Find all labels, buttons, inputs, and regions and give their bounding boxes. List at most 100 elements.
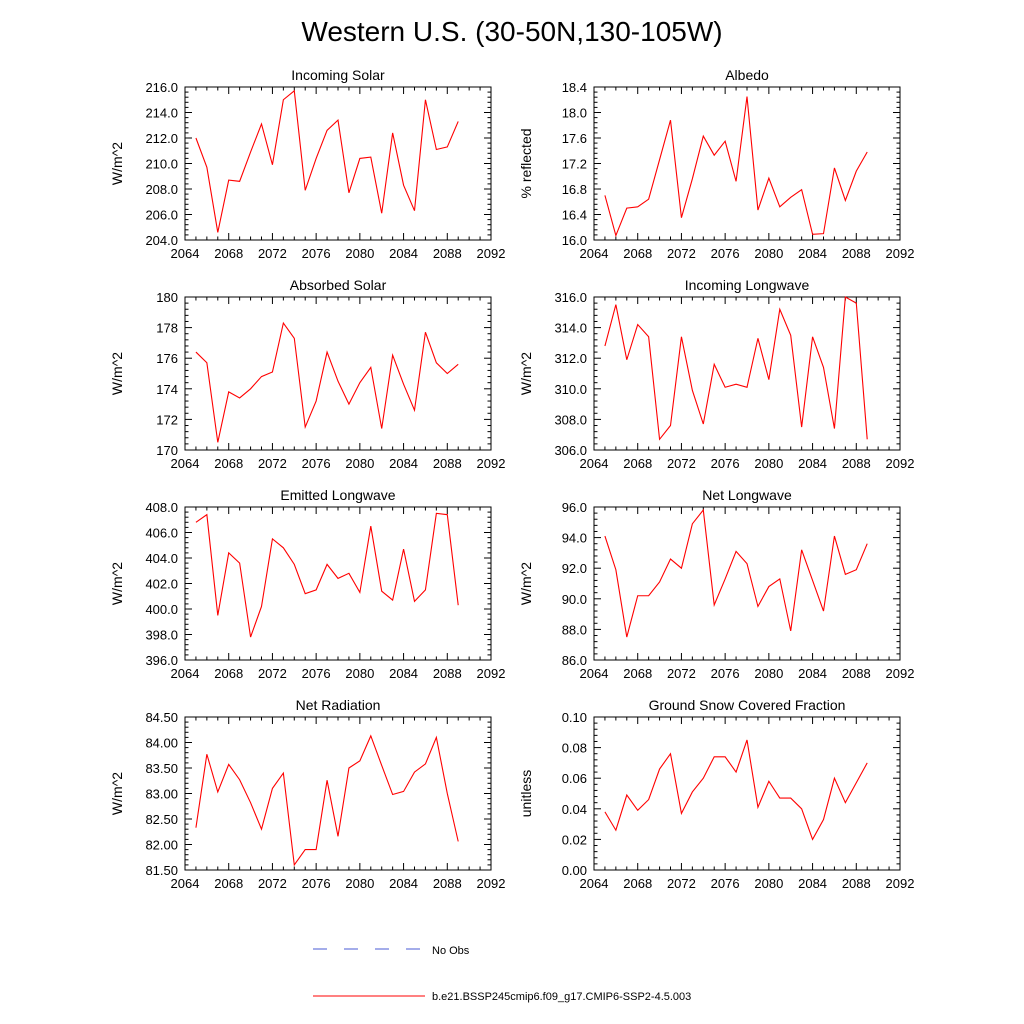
y-tick-label: 0.08 [562, 741, 587, 756]
y-tick-label: 0.04 [562, 802, 587, 817]
y-tick-label: 178 [156, 321, 178, 336]
y-axis-label: W/m^2 [109, 142, 125, 185]
x-tick-label: 2076 [302, 876, 331, 891]
y-tick-label: 176 [156, 351, 178, 366]
x-tick-label: 2068 [214, 246, 243, 261]
y-tick-label: 16.0 [562, 233, 587, 248]
x-ticks [593, 507, 901, 660]
y-tick-label: 17.2 [562, 157, 587, 172]
y-tick-label: 90.0 [562, 592, 587, 607]
x-tick-label: 2064 [171, 246, 200, 261]
y-axis-label: W/m^2 [518, 562, 534, 605]
x-tick-label: 2068 [214, 666, 243, 681]
x-tick-label: 2092 [477, 666, 506, 681]
y-tick-label: 92.0 [562, 561, 587, 576]
plot-frame [184, 716, 492, 871]
panel-3: Absorbed Solar W/m^2 2064 2068 2072 2076 2080 2… [109, 277, 505, 471]
series-line [604, 96, 868, 238]
y-tick-label: 86.0 [562, 653, 587, 668]
x-tick-label: 2068 [214, 876, 243, 891]
panel-4: Incoming Longwave W/m^2 2064 2068 2072 2076 20… [518, 277, 914, 471]
y-tick-label: 180 [156, 290, 178, 305]
y-ticks [185, 716, 491, 871]
y-tick-label: 96.0 [562, 500, 587, 515]
x-tick-label: 2080 [754, 456, 783, 471]
x-tick-label: 2088 [842, 456, 871, 471]
y-tick-label: 16.4 [562, 208, 587, 223]
y-tick-label: 312.0 [554, 351, 587, 366]
y-tick-label: 398.0 [145, 628, 178, 643]
y-tick-label: 174 [156, 382, 178, 397]
x-tick-label: 2072 [667, 246, 696, 261]
plot-frame [593, 86, 901, 241]
x-tick-label: 2084 [798, 246, 827, 261]
series-line [604, 739, 868, 841]
x-tick-label: 2084 [389, 666, 418, 681]
series-line [195, 321, 459, 443]
plot-frame [184, 506, 492, 661]
panel-title: Incoming Solar [291, 67, 385, 83]
y-tick-label: 84.50 [145, 710, 178, 725]
y-tick-label: 210.0 [145, 157, 178, 172]
x-tick-label: 2092 [477, 246, 506, 261]
x-tick-label: 2080 [754, 876, 783, 891]
y-tick-label: 82.50 [145, 812, 178, 827]
x-tick-label: 2076 [711, 456, 740, 471]
x-ticks [184, 717, 492, 870]
panel-8: Ground Snow Covered Fraction unitless 2064… [518, 697, 914, 891]
series-line [195, 734, 459, 867]
panel-title: Albedo [725, 67, 769, 83]
x-tick-label: 2072 [667, 456, 696, 471]
x-tick-label: 2068 [623, 456, 652, 471]
x-ticks [184, 297, 492, 450]
x-ticks [593, 87, 901, 240]
x-tick-label: 2088 [433, 456, 462, 471]
x-tick-label: 2084 [389, 456, 418, 471]
y-tick-label: 214.0 [145, 106, 178, 121]
y-tick-label: 308.0 [554, 412, 587, 427]
x-tick-label: 2072 [258, 246, 287, 261]
x-tick-label: 2088 [842, 246, 871, 261]
x-tick-label: 2072 [667, 876, 696, 891]
x-tick-label: 2080 [345, 246, 374, 261]
y-ticks [185, 296, 491, 451]
y-tick-label: 396.0 [145, 653, 178, 668]
y-ticks [185, 506, 491, 661]
x-tick-label: 2092 [886, 876, 915, 891]
y-tick-label: 83.50 [145, 761, 178, 776]
panel-title: Net Radiation [296, 697, 381, 713]
x-tick-label: 2080 [754, 246, 783, 261]
x-tick-label: 2064 [171, 666, 200, 681]
y-tick-label: 0.10 [562, 710, 587, 725]
x-tick-label: 2080 [345, 876, 374, 891]
y-tick-label: 406.0 [145, 526, 178, 541]
x-tick-label: 2064 [580, 666, 609, 681]
y-tick-label: 208.0 [145, 182, 178, 197]
legend-obs-label: No Obs [432, 945, 470, 957]
y-tick-label: 82.00 [145, 838, 178, 853]
x-tick-label: 2092 [477, 876, 506, 891]
x-tick-label: 2072 [258, 876, 287, 891]
y-tick-label: 170 [156, 443, 178, 458]
x-tick-label: 2068 [623, 666, 652, 681]
y-tick-label: 204.0 [145, 233, 178, 248]
legend: No Obs b.e21.BSSP245cmip6.f09_g17.CMIP6-… [313, 945, 691, 1003]
x-tick-label: 2084 [798, 666, 827, 681]
panel-2: Albedo % reflected 2064 2068 2072 2076 2080 208… [518, 67, 914, 261]
y-tick-label: 16.8 [562, 182, 587, 197]
x-tick-label: 2072 [258, 456, 287, 471]
y-tick-label: 306.0 [554, 443, 587, 458]
y-tick-label: 172 [156, 412, 178, 427]
y-tick-label: 316.0 [554, 290, 587, 305]
panel-title: Emitted Longwave [280, 487, 395, 503]
y-tick-label: 408.0 [145, 500, 178, 515]
x-ticks [593, 717, 901, 870]
plot-frame [184, 86, 492, 241]
x-tick-label: 2080 [345, 666, 374, 681]
plot-frame [593, 296, 901, 451]
y-tick-label: 212.0 [145, 131, 178, 146]
x-tick-label: 2092 [477, 456, 506, 471]
x-tick-label: 2088 [842, 666, 871, 681]
x-tick-label: 2076 [711, 876, 740, 891]
